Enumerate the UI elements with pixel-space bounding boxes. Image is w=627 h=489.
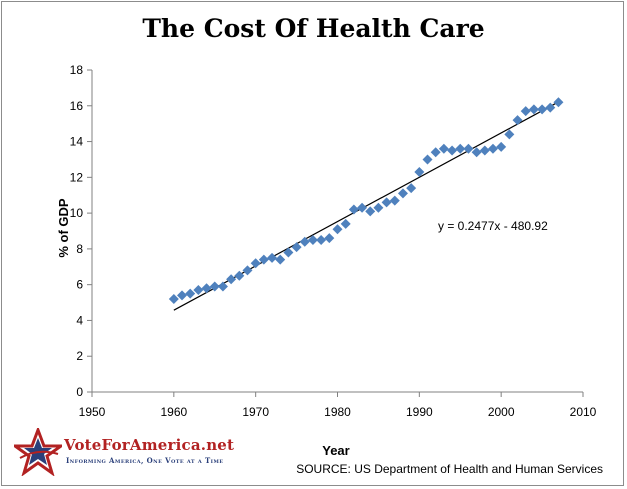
data-point bbox=[406, 183, 417, 194]
chart-ticks: 0 2 4 6 8 10 12 14 16 18 1950 1960 1970 1980 1990 2000 2… bbox=[70, 63, 597, 419]
y-tick-label: 14 bbox=[70, 135, 84, 149]
data-points bbox=[168, 97, 564, 304]
data-point bbox=[357, 202, 368, 213]
logo-name: VoteForAmerica.net bbox=[64, 436, 235, 454]
data-point bbox=[487, 143, 498, 154]
y-tick-label: 6 bbox=[76, 278, 83, 292]
source-text: SOURCE: US Department of Health and Huma… bbox=[296, 462, 603, 476]
data-point bbox=[185, 288, 196, 299]
data-point bbox=[340, 218, 351, 229]
data-point bbox=[430, 147, 441, 158]
data-point bbox=[234, 270, 245, 281]
equation-group: y = 0.2477x - 480.92 bbox=[438, 219, 548, 233]
data-point bbox=[553, 97, 564, 108]
data-point bbox=[201, 283, 212, 294]
data-point bbox=[316, 234, 327, 245]
data-point bbox=[471, 147, 482, 158]
data-point bbox=[545, 102, 556, 113]
data-point bbox=[537, 104, 548, 115]
data-point bbox=[226, 274, 237, 285]
y-tick-label: 18 bbox=[70, 63, 84, 77]
data-point bbox=[389, 195, 400, 206]
data-point bbox=[397, 188, 408, 199]
star-logo-icon bbox=[14, 428, 62, 476]
x-axis-label: Year bbox=[322, 443, 350, 458]
x-tick-label: 1950 bbox=[79, 405, 106, 419]
y-tick-label: 4 bbox=[76, 313, 83, 327]
x-tick-label: 1980 bbox=[324, 405, 351, 419]
data-point bbox=[504, 129, 515, 140]
data-point bbox=[479, 145, 490, 156]
data-point bbox=[365, 206, 376, 217]
data-point bbox=[283, 247, 294, 258]
y-tick-label: 10 bbox=[70, 206, 84, 220]
x-tick-label: 2000 bbox=[488, 405, 515, 419]
data-point bbox=[217, 281, 228, 292]
data-point bbox=[168, 293, 179, 304]
data-point bbox=[414, 166, 425, 177]
x-tick-label: 1960 bbox=[160, 405, 187, 419]
data-point bbox=[455, 143, 466, 154]
data-point bbox=[463, 143, 474, 154]
data-point bbox=[381, 197, 392, 208]
y-axis-label: % of GDP bbox=[56, 198, 71, 258]
trendline-equation: y = 0.2477x - 480.92 bbox=[438, 219, 548, 233]
data-point bbox=[447, 145, 458, 156]
data-point bbox=[324, 233, 335, 244]
data-point bbox=[422, 154, 433, 165]
data-point bbox=[258, 254, 269, 265]
data-point bbox=[242, 265, 253, 276]
data-point bbox=[348, 204, 359, 215]
x-tick-label: 1990 bbox=[406, 405, 433, 419]
data-point bbox=[209, 281, 220, 292]
data-point bbox=[250, 258, 261, 269]
chart-title: The Cost Of Health Care bbox=[142, 14, 485, 43]
y-tick-label: 0 bbox=[76, 385, 83, 399]
data-point bbox=[332, 224, 343, 235]
data-point bbox=[299, 236, 310, 247]
data-point bbox=[496, 141, 507, 152]
logo-tagline: Informing America, One Vote at a Time bbox=[66, 456, 224, 465]
y-tick-label: 12 bbox=[70, 170, 84, 184]
data-point bbox=[275, 254, 286, 265]
data-point bbox=[193, 285, 204, 296]
data-point bbox=[267, 252, 278, 263]
x-tick-label: 2010 bbox=[570, 405, 597, 419]
data-point bbox=[528, 104, 539, 115]
logo[interactable]: VoteForAmerica.net Informing America, On… bbox=[14, 428, 244, 478]
x-tick-label: 1970 bbox=[242, 405, 269, 419]
y-tick-label: 8 bbox=[76, 242, 83, 256]
data-point bbox=[177, 290, 188, 301]
data-point bbox=[438, 143, 449, 154]
y-tick-label: 16 bbox=[70, 99, 84, 113]
data-point bbox=[373, 202, 384, 213]
data-point bbox=[291, 242, 302, 253]
y-tick-label: 2 bbox=[76, 349, 83, 363]
data-point bbox=[520, 106, 531, 117]
data-point bbox=[307, 234, 318, 245]
data-point bbox=[512, 115, 523, 126]
